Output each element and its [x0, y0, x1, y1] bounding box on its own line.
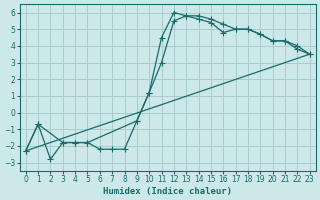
X-axis label: Humidex (Indice chaleur): Humidex (Indice chaleur)	[103, 187, 232, 196]
